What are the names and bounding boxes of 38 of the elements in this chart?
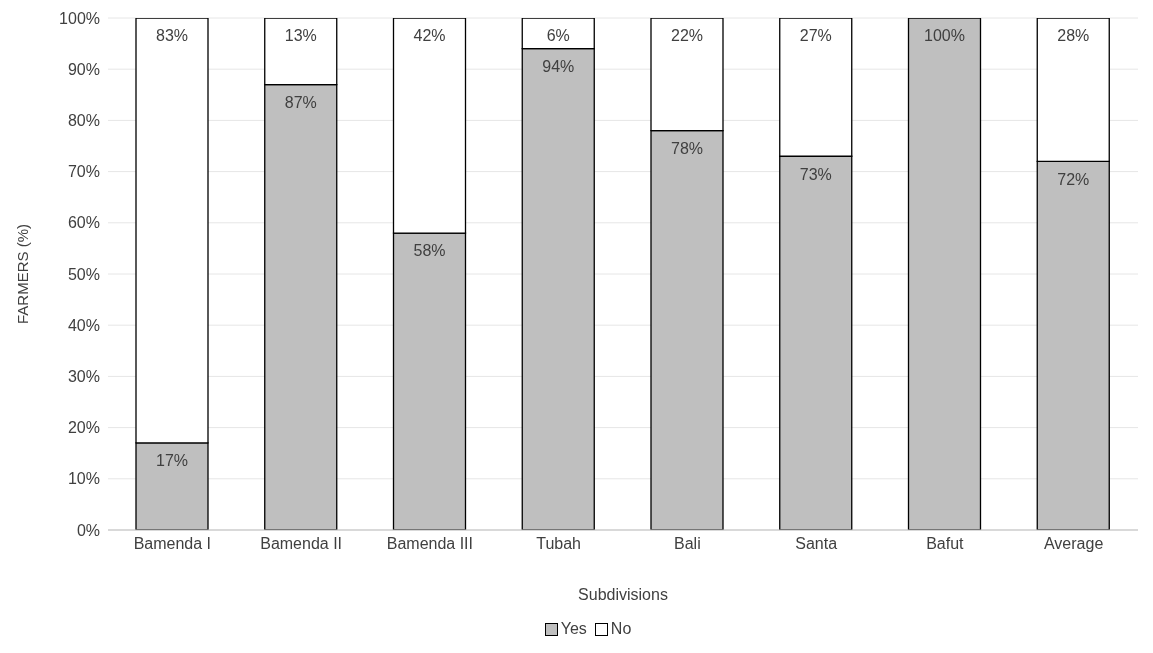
- y-axis-title: FARMERS (%): [14, 223, 32, 325]
- y-tick-label: 20%: [67, 419, 100, 437]
- legend-label: No: [610, 620, 632, 638]
- y-tick-label: 30%: [67, 368, 100, 386]
- data-label: 58%: [413, 242, 446, 260]
- data-label: 87%: [284, 93, 317, 111]
- data-label: 6%: [546, 27, 570, 45]
- x-tick-label: Bamenda I: [133, 535, 212, 553]
- y-tick-label: 60%: [67, 214, 100, 232]
- y-tick-label: 40%: [67, 316, 100, 334]
- x-tick-label: Bali: [674, 535, 701, 553]
- data-label: 73%: [799, 165, 832, 183]
- legend-label: Yes: [560, 620, 587, 638]
- x-tick-label: Average: [1043, 535, 1104, 553]
- data-label: 27%: [799, 27, 832, 45]
- x-tick-label: Bafut: [926, 535, 965, 553]
- y-tick-label: 100%: [59, 9, 100, 27]
- data-label: 42%: [413, 27, 446, 45]
- data-label: 22%: [670, 27, 704, 45]
- data-label: 100%: [924, 27, 965, 45]
- data-label: 17%: [155, 452, 189, 470]
- x-tick-label: Bamenda II: [260, 535, 343, 553]
- data-label: 13%: [284, 27, 317, 45]
- data-label: 83%: [155, 27, 189, 45]
- data-label: 28%: [1057, 27, 1090, 45]
- data-label: 72%: [1057, 170, 1090, 188]
- y-tick-label: 80%: [67, 112, 100, 130]
- data-label: 94%: [542, 58, 575, 76]
- y-tick-label: 10%: [67, 470, 100, 488]
- y-tick-label: 0%: [76, 521, 100, 539]
- y-tick-label: 90%: [67, 60, 100, 78]
- x-tick-label: Tubah: [536, 535, 582, 553]
- x-tick-label: Bamenda III: [386, 535, 474, 553]
- data-label: 78%: [670, 140, 704, 157]
- x-tick-label: Santa: [795, 535, 838, 553]
- y-tick-label: 50%: [67, 265, 100, 283]
- y-tick-label: 70%: [67, 163, 100, 181]
- x-axis-title: Subdivisions: [578, 586, 668, 603]
